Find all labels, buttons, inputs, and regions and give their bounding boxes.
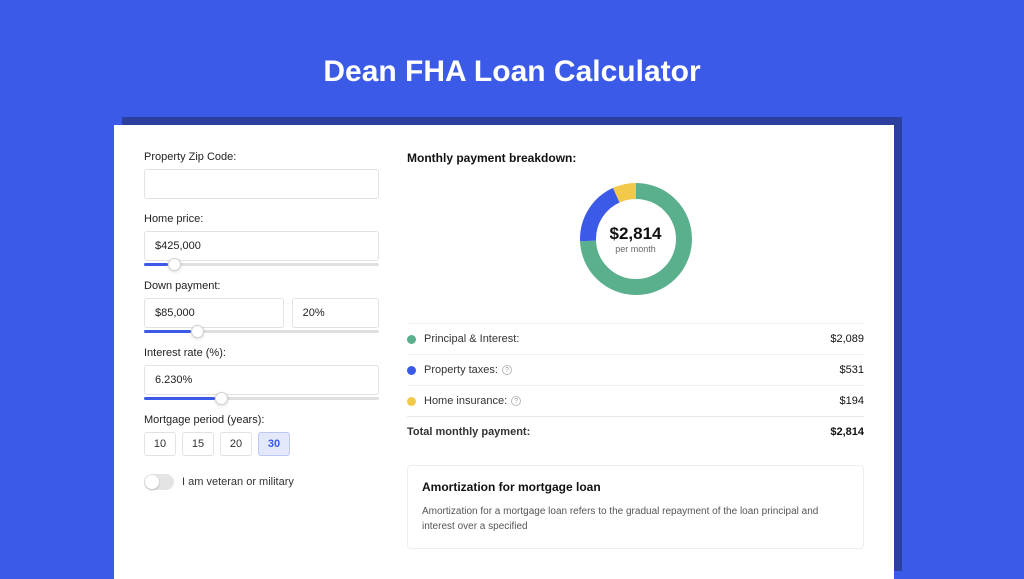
legend-total-label: Total monthly payment: bbox=[407, 426, 830, 438]
down-payment-pct-input[interactable] bbox=[292, 298, 379, 328]
down-payment-field: Down payment: bbox=[144, 280, 379, 333]
donut-chart-wrap: $2,814 per month bbox=[407, 179, 864, 299]
legend-label: Home insurance: ? bbox=[424, 395, 840, 407]
legend-row: Principal & Interest:$2,089 bbox=[407, 323, 864, 354]
zip-field: Property Zip Code: bbox=[144, 151, 379, 199]
legend-dot bbox=[407, 335, 416, 344]
down-payment-slider[interactable] bbox=[144, 330, 379, 333]
page-title: Dean FHA Loan Calculator bbox=[0, 55, 1024, 89]
home-price-label: Home price: bbox=[144, 213, 379, 225]
period-field: Mortgage period (years): 10152030 bbox=[144, 414, 379, 456]
amortization-title: Amortization for mortgage loan bbox=[422, 480, 849, 494]
down-payment-slider-thumb[interactable] bbox=[191, 325, 204, 338]
legend-label: Property taxes: ? bbox=[424, 364, 840, 376]
toggle-knob bbox=[145, 475, 159, 489]
legend-value: $531 bbox=[840, 364, 864, 376]
legend-total-value: $2,814 bbox=[830, 426, 864, 438]
period-option-15[interactable]: 15 bbox=[182, 432, 214, 456]
period-option-10[interactable]: 10 bbox=[144, 432, 176, 456]
period-label: Mortgage period (years): bbox=[144, 414, 379, 426]
legend-total-row: Total monthly payment: $2,814 bbox=[407, 416, 864, 447]
home-price-input[interactable] bbox=[144, 231, 379, 261]
legend-value: $194 bbox=[840, 395, 864, 407]
help-icon[interactable]: ? bbox=[511, 396, 521, 406]
period-option-20[interactable]: 20 bbox=[220, 432, 252, 456]
amortization-text: Amortization for a mortgage loan refers … bbox=[422, 504, 849, 534]
home-price-slider-thumb[interactable] bbox=[168, 258, 181, 271]
interest-slider[interactable] bbox=[144, 397, 379, 400]
home-price-field: Home price: bbox=[144, 213, 379, 266]
legend-row: Property taxes: ?$531 bbox=[407, 354, 864, 385]
interest-input[interactable] bbox=[144, 365, 379, 395]
legend-dot bbox=[407, 397, 416, 406]
interest-field: Interest rate (%): bbox=[144, 347, 379, 400]
zip-label: Property Zip Code: bbox=[144, 151, 379, 163]
veteran-toggle[interactable] bbox=[144, 474, 174, 490]
veteran-row: I am veteran or military bbox=[144, 474, 379, 490]
legend-dot bbox=[407, 366, 416, 375]
period-option-30[interactable]: 30 bbox=[258, 432, 290, 456]
donut-amount: $2,814 bbox=[610, 224, 662, 244]
legend-row: Home insurance: ?$194 bbox=[407, 385, 864, 416]
amortization-card: Amortization for mortgage loan Amortizat… bbox=[407, 465, 864, 549]
down-payment-input[interactable] bbox=[144, 298, 284, 328]
zip-input[interactable] bbox=[144, 169, 379, 199]
inputs-column: Property Zip Code: Home price: Down paym… bbox=[144, 151, 379, 549]
calculator-panel: Property Zip Code: Home price: Down paym… bbox=[114, 125, 894, 579]
donut-sub: per month bbox=[615, 244, 656, 254]
panel-shadow: Property Zip Code: Home price: Down paym… bbox=[122, 117, 902, 571]
donut-chart: $2,814 per month bbox=[576, 179, 696, 299]
help-icon[interactable]: ? bbox=[502, 365, 512, 375]
interest-slider-thumb[interactable] bbox=[215, 392, 228, 405]
home-price-slider[interactable] bbox=[144, 263, 379, 266]
legend-value: $2,089 bbox=[830, 333, 864, 345]
breakdown-column: Monthly payment breakdown: $2,814 per mo… bbox=[407, 151, 864, 549]
interest-label: Interest rate (%): bbox=[144, 347, 379, 359]
period-options: 10152030 bbox=[144, 432, 379, 456]
down-payment-label: Down payment: bbox=[144, 280, 379, 292]
veteran-label: I am veteran or military bbox=[182, 476, 294, 488]
breakdown-title: Monthly payment breakdown: bbox=[407, 151, 864, 165]
legend-label: Principal & Interest: bbox=[424, 333, 830, 345]
